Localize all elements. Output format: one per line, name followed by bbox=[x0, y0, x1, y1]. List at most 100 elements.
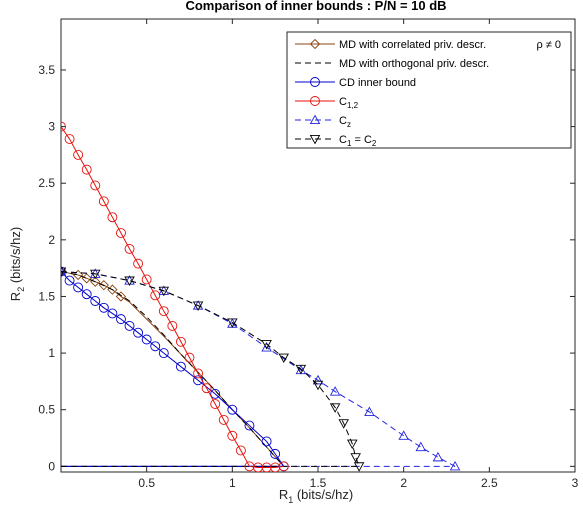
y-tick-label: 0 bbox=[48, 459, 55, 473]
series-3-point bbox=[235, 445, 246, 456]
legend-label-5: C1 = C2 bbox=[339, 134, 377, 148]
legend-marker-0 bbox=[309, 38, 321, 50]
series-5-point bbox=[227, 318, 238, 328]
series-line-5 bbox=[61, 271, 360, 467]
series-5-point bbox=[338, 419, 349, 429]
series-3-point bbox=[98, 196, 109, 207]
series-5-point bbox=[329, 403, 341, 413]
series-3-point bbox=[61, 121, 66, 132]
series-4-point bbox=[432, 451, 444, 462]
series-4-point bbox=[398, 430, 409, 440]
series-3-point bbox=[64, 134, 75, 144]
series-2-point bbox=[81, 289, 92, 300]
y-axis-label: R2 (bits/s/hz) bbox=[8, 227, 26, 301]
annotation-rho: ρ ≠ 0 bbox=[536, 39, 561, 51]
series-0-point bbox=[72, 269, 84, 281]
series-5-point bbox=[347, 439, 358, 450]
y-tick-label: 1 bbox=[48, 346, 55, 360]
series-4-point bbox=[449, 460, 461, 471]
series-2-point bbox=[261, 436, 272, 447]
legend-box bbox=[286, 31, 572, 149]
legend-label-1: MD with orthogonal priv. descr. bbox=[339, 58, 489, 70]
series-line-1 bbox=[61, 271, 285, 467]
x-tick-label: 1 bbox=[229, 476, 236, 490]
series-3-point bbox=[201, 383, 212, 394]
series-0-point bbox=[98, 280, 109, 291]
series-3-point bbox=[218, 414, 229, 425]
series-2-point bbox=[124, 320, 135, 331]
series-4-point bbox=[364, 406, 375, 417]
y-tick-label: 2 bbox=[48, 233, 55, 247]
series-5-point bbox=[90, 269, 101, 280]
series-2-point bbox=[158, 348, 169, 359]
series-3-point bbox=[150, 290, 161, 301]
series-line-2 bbox=[61, 271, 285, 467]
series-0-point bbox=[115, 291, 127, 302]
series-5-point bbox=[124, 276, 135, 287]
series-5-point bbox=[353, 462, 365, 472]
series-3-point bbox=[90, 180, 101, 191]
series-3-point bbox=[193, 368, 204, 379]
series-4-point bbox=[415, 441, 427, 452]
x-tick-label: 0.5 bbox=[138, 476, 155, 490]
series-2-point bbox=[116, 314, 126, 325]
series-2-point bbox=[64, 275, 75, 286]
legend-label-2: CD inner bound bbox=[339, 77, 416, 89]
y-tick-label: 0.5 bbox=[38, 403, 55, 417]
series-3-point bbox=[278, 461, 289, 472]
series-3-point bbox=[141, 274, 152, 285]
series-3-point bbox=[107, 212, 118, 223]
series-4-point bbox=[312, 374, 324, 385]
series-2-point bbox=[107, 308, 118, 319]
series-5-point bbox=[278, 353, 289, 364]
series-4-point bbox=[329, 386, 341, 396]
series-2-point bbox=[227, 404, 238, 415]
series-5-point bbox=[192, 301, 204, 311]
x-axis-label: R1 (bits/s/hz) bbox=[279, 487, 353, 505]
series-line-3 bbox=[61, 126, 284, 468]
y-tick-label: 2.5 bbox=[38, 176, 55, 190]
series-2-point bbox=[150, 341, 161, 352]
series-2-point bbox=[210, 388, 221, 399]
series-5-point bbox=[350, 453, 361, 463]
series-2-point bbox=[133, 327, 144, 338]
x-tick-label: 1.5 bbox=[310, 476, 327, 490]
series-2-point bbox=[244, 420, 255, 431]
legend-marker-2 bbox=[310, 77, 320, 87]
legend-label-4: Cz bbox=[339, 115, 351, 129]
series-5-point bbox=[61, 267, 67, 277]
series-3-point bbox=[175, 336, 186, 347]
series-5-point bbox=[295, 364, 307, 375]
series-2-point bbox=[90, 296, 101, 306]
legend-marker-4 bbox=[309, 114, 321, 125]
series-2-point bbox=[98, 302, 109, 313]
legend: MD with correlated priv. descr. MD with o… bbox=[286, 31, 572, 149]
y-tick-label: 3.5 bbox=[38, 63, 55, 77]
series-5-point bbox=[158, 286, 170, 297]
y-tick-label: 3 bbox=[48, 120, 55, 134]
series-3-point bbox=[210, 399, 221, 409]
series-4-point bbox=[261, 341, 272, 352]
plot-area: 0.5 1 1.5 2 2.5 3 0 0.5 1 1.5 2 2.5 3 3.5 bbox=[38, 18, 579, 490]
x-tick-label: 2.5 bbox=[481, 476, 498, 490]
series-group bbox=[61, 121, 461, 472]
series-2-point bbox=[141, 334, 152, 345]
series-3-point bbox=[184, 352, 195, 363]
series-3-point bbox=[227, 430, 238, 441]
series-2-point bbox=[270, 448, 281, 459]
series-5-point bbox=[312, 380, 324, 391]
x-tick-label: 2 bbox=[400, 476, 407, 490]
series-5-point bbox=[261, 339, 272, 350]
series-3-point bbox=[124, 243, 135, 254]
y-tick-label: 1.5 bbox=[38, 289, 55, 303]
series-2-point bbox=[73, 282, 84, 293]
legend-label-3: C1,2 bbox=[339, 96, 359, 110]
chart-title: Comparison of inner bounds : P/N = 10 dB bbox=[185, 0, 446, 13]
legend-marker-3 bbox=[310, 96, 320, 106]
legend-marker-5 bbox=[309, 134, 321, 145]
x-tick-label: 3 bbox=[572, 476, 579, 490]
series-3-point bbox=[158, 306, 169, 317]
series-3-point bbox=[167, 320, 178, 331]
series-3-point bbox=[73, 149, 84, 160]
